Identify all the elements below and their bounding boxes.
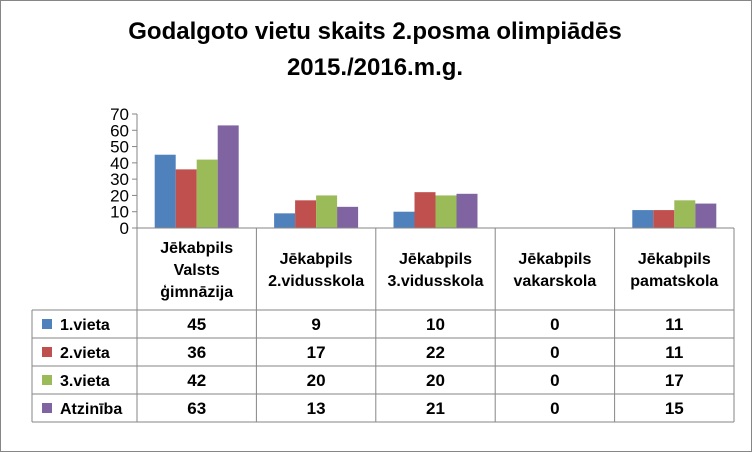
bar-3.vieta xyxy=(316,195,338,228)
data-table-value: 11 xyxy=(665,315,683,334)
data-table-value: 17 xyxy=(307,343,326,362)
bar-3.vieta xyxy=(196,159,218,228)
data-table-value: 13 xyxy=(307,399,326,418)
category-label: ģimnāzija xyxy=(160,283,233,301)
legend-key-3.vieta xyxy=(42,375,52,385)
series-label: 3.vieta xyxy=(60,373,110,390)
data-table-value: 21 xyxy=(426,399,445,418)
y-tick-label: 60 xyxy=(110,121,129,140)
category-label: Jēkabpils xyxy=(160,240,233,257)
data-table-value: 10 xyxy=(426,315,445,334)
category-label: Jēkabpils xyxy=(638,251,711,268)
category-label: Jēkabpils xyxy=(399,251,472,268)
series-label: 1.vieta xyxy=(60,317,110,334)
bar-2.vieta xyxy=(295,200,317,228)
bar-Atzinība xyxy=(695,203,717,228)
y-tick-label: 30 xyxy=(110,170,129,189)
data-table-value: 36 xyxy=(187,343,206,362)
bar-Atzinība xyxy=(456,193,478,228)
category-label: Jēkabpils xyxy=(280,251,353,268)
data-table-value: 15 xyxy=(665,399,684,418)
data-table-value: 20 xyxy=(307,371,326,390)
category-label: Jēkabpils xyxy=(518,251,591,268)
bar-Atzinība xyxy=(217,125,239,228)
data-table-value: 11 xyxy=(665,343,683,362)
bar-2.vieta xyxy=(414,192,436,228)
series-label: 2.vieta xyxy=(60,345,110,362)
y-tick-label: 70 xyxy=(110,105,129,124)
bar-1.vieta xyxy=(274,213,296,228)
bar-1.vieta xyxy=(632,210,654,228)
bar-1.vieta xyxy=(154,154,176,228)
category-label: 2.vidusskola xyxy=(268,273,364,290)
legend-key-Atzinība xyxy=(42,403,52,413)
bar-Atzinība xyxy=(337,206,359,228)
bar-1.vieta xyxy=(393,211,415,228)
y-tick-label: 0 xyxy=(120,219,129,238)
series-label: Atzinība xyxy=(60,401,122,418)
category-label: 3.vidusskola xyxy=(387,273,483,290)
data-table-value: 9 xyxy=(311,315,320,334)
chart-title-line-2: 2015./2016.m.g. xyxy=(286,54,464,81)
bar-3.vieta xyxy=(435,195,457,228)
category-label: Valsts xyxy=(174,262,220,279)
y-tick-label: 10 xyxy=(110,203,129,222)
data-table-value: 45 xyxy=(187,315,206,334)
bar-2.vieta xyxy=(175,169,197,228)
category-label: vakarskola xyxy=(514,273,597,290)
data-table-value: 20 xyxy=(426,371,445,390)
chart-title-line-1: Godalgoto vietu skaits 2.posma olimpiādē… xyxy=(128,18,622,45)
data-table-value: 0 xyxy=(550,399,559,418)
y-tick-label: 40 xyxy=(110,154,129,173)
data-table-value: 17 xyxy=(665,371,684,390)
y-tick-label: 50 xyxy=(110,138,129,157)
data-table-value: 0 xyxy=(550,371,559,390)
legend-key-2.vieta xyxy=(42,347,52,357)
y-tick-label: 20 xyxy=(110,186,129,205)
legend-key-1.vieta xyxy=(42,319,52,329)
data-table-value: 0 xyxy=(550,315,559,334)
chart-title: Godalgoto vietu skaits 2.posma olimpiādē… xyxy=(0,14,750,86)
data-table-value: 63 xyxy=(187,399,206,418)
category-label: pamatskola xyxy=(630,273,718,290)
data-table-value: 42 xyxy=(187,371,206,390)
data-table-value: 22 xyxy=(426,343,445,362)
bar-2.vieta xyxy=(653,210,675,228)
data-table-value: 0 xyxy=(550,343,559,362)
bar-3.vieta xyxy=(674,200,696,228)
